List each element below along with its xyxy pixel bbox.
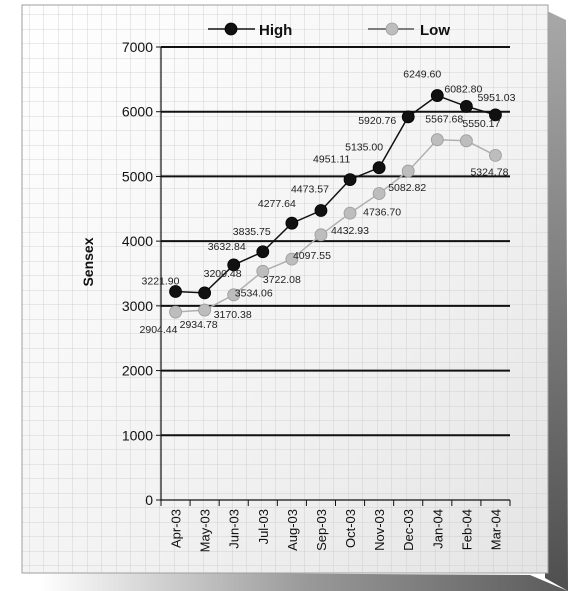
- data-label-high: 4473.57: [291, 183, 329, 195]
- y-tick-label: 4000: [122, 233, 153, 249]
- graph-paper: [21, 4, 549, 574]
- data-point-low: [343, 206, 357, 220]
- gridlines: [161, 46, 510, 437]
- x-tick-label: Jun-03: [227, 509, 242, 549]
- data-point-high: [198, 286, 212, 300]
- data-point-high: [169, 285, 182, 298]
- data-point-high: [372, 161, 386, 175]
- y-tick-label: 3000: [122, 298, 153, 314]
- x-tick-label: Oct-03: [343, 509, 358, 548]
- data-point-high: [227, 258, 241, 272]
- data-point-high: [459, 99, 473, 113]
- data-label-low: 4736.70: [363, 206, 401, 218]
- data-label-low: 5567.68: [425, 114, 463, 126]
- y-tick-label: 7000: [122, 39, 153, 55]
- data-point-low: [169, 305, 182, 319]
- data-point-low: [314, 228, 328, 242]
- data-label-high: 6082.80: [444, 83, 482, 95]
- data-point-high: [285, 216, 299, 230]
- data-label-low: 3722.08: [263, 274, 301, 286]
- data-point-low: [198, 303, 212, 317]
- data-label-low: 3534.06: [235, 287, 273, 299]
- x-tick-label: Mar-04: [488, 509, 503, 550]
- y-tick-label: 6000: [122, 104, 153, 120]
- x-tick-label: Jan-04: [430, 509, 445, 549]
- y-tick-label: 1000: [122, 427, 153, 443]
- data-label-high: 4951.11: [313, 154, 350, 166]
- data-label-high: 6249.60: [403, 69, 441, 81]
- x-tick-label: Dec-03: [401, 509, 416, 551]
- data-label-high: 3200.48: [204, 268, 242, 280]
- axes: 0 1000 2000 3000 4000 5000 6000 7000 Apr-03 May-0…: [80, 39, 511, 552]
- y-tick-label: 5000: [122, 168, 153, 184]
- data-point-low: [227, 288, 241, 302]
- data-label-high: 5135.00: [345, 142, 383, 154]
- data-label-low: 5550.17: [462, 118, 500, 130]
- data-label-low: 5082.82: [388, 182, 426, 194]
- data-label-low: 5324.78: [470, 166, 508, 178]
- data-point-low: [430, 133, 444, 147]
- data-point-low: [459, 134, 473, 148]
- data-label-low: 4432.93: [331, 225, 369, 237]
- data-label-low: 2934.78: [180, 319, 218, 331]
- legend: High Low: [208, 22, 450, 39]
- data-point-low: [285, 252, 299, 266]
- y-tick-label: 2000: [122, 363, 153, 379]
- legend-marker-low: [385, 22, 399, 36]
- data-point-high: [314, 204, 328, 217]
- data-point-low: [401, 164, 415, 178]
- data-label-high: 5920.76: [358, 115, 396, 127]
- legend-marker-high: [224, 22, 238, 36]
- data-point-high: [489, 108, 502, 122]
- data-point-low: [256, 264, 270, 278]
- data-label-high: 3632.84: [208, 241, 246, 253]
- page-shadow: [40, 10, 568, 591]
- x-tick-label: Aug-03: [285, 509, 300, 551]
- data-label-high: 5951.03: [477, 92, 515, 104]
- data-point-high: [401, 110, 415, 124]
- y-tick-label: 0: [145, 492, 153, 508]
- x-tick-label: Apr-03: [169, 509, 184, 548]
- data-point-high: [343, 173, 357, 186]
- data-label-high: 3835.75: [233, 226, 271, 238]
- data-label-high: 3221.90: [142, 275, 180, 287]
- x-tick-label: Jul-03: [256, 509, 271, 544]
- x-tick-label: Nov-03: [372, 509, 387, 551]
- x-tick-label: Feb-04: [459, 509, 474, 550]
- data-label-low: 3170.38: [214, 309, 252, 321]
- x-tick-label: May-03: [198, 509, 213, 552]
- data-point-low: [372, 187, 386, 200]
- data-point-low: [489, 149, 502, 162]
- data-point-high: [256, 245, 270, 259]
- legend-label-low: Low: [420, 22, 450, 39]
- data-label-low: 2904.44: [140, 324, 178, 336]
- legend-label-high: High: [259, 22, 292, 39]
- y-axis-title: Sensex: [80, 237, 96, 286]
- data-labels: 3221.90 3200.48 3632.84 3835.75 4277.64 4473.…: [140, 69, 516, 336]
- series-layer: [169, 89, 502, 319]
- data-point-high: [430, 89, 444, 102]
- data-label-low: 4097.55: [293, 250, 331, 262]
- x-tick-label: Sep-03: [314, 509, 329, 551]
- data-label-high: 4277.64: [258, 198, 296, 210]
